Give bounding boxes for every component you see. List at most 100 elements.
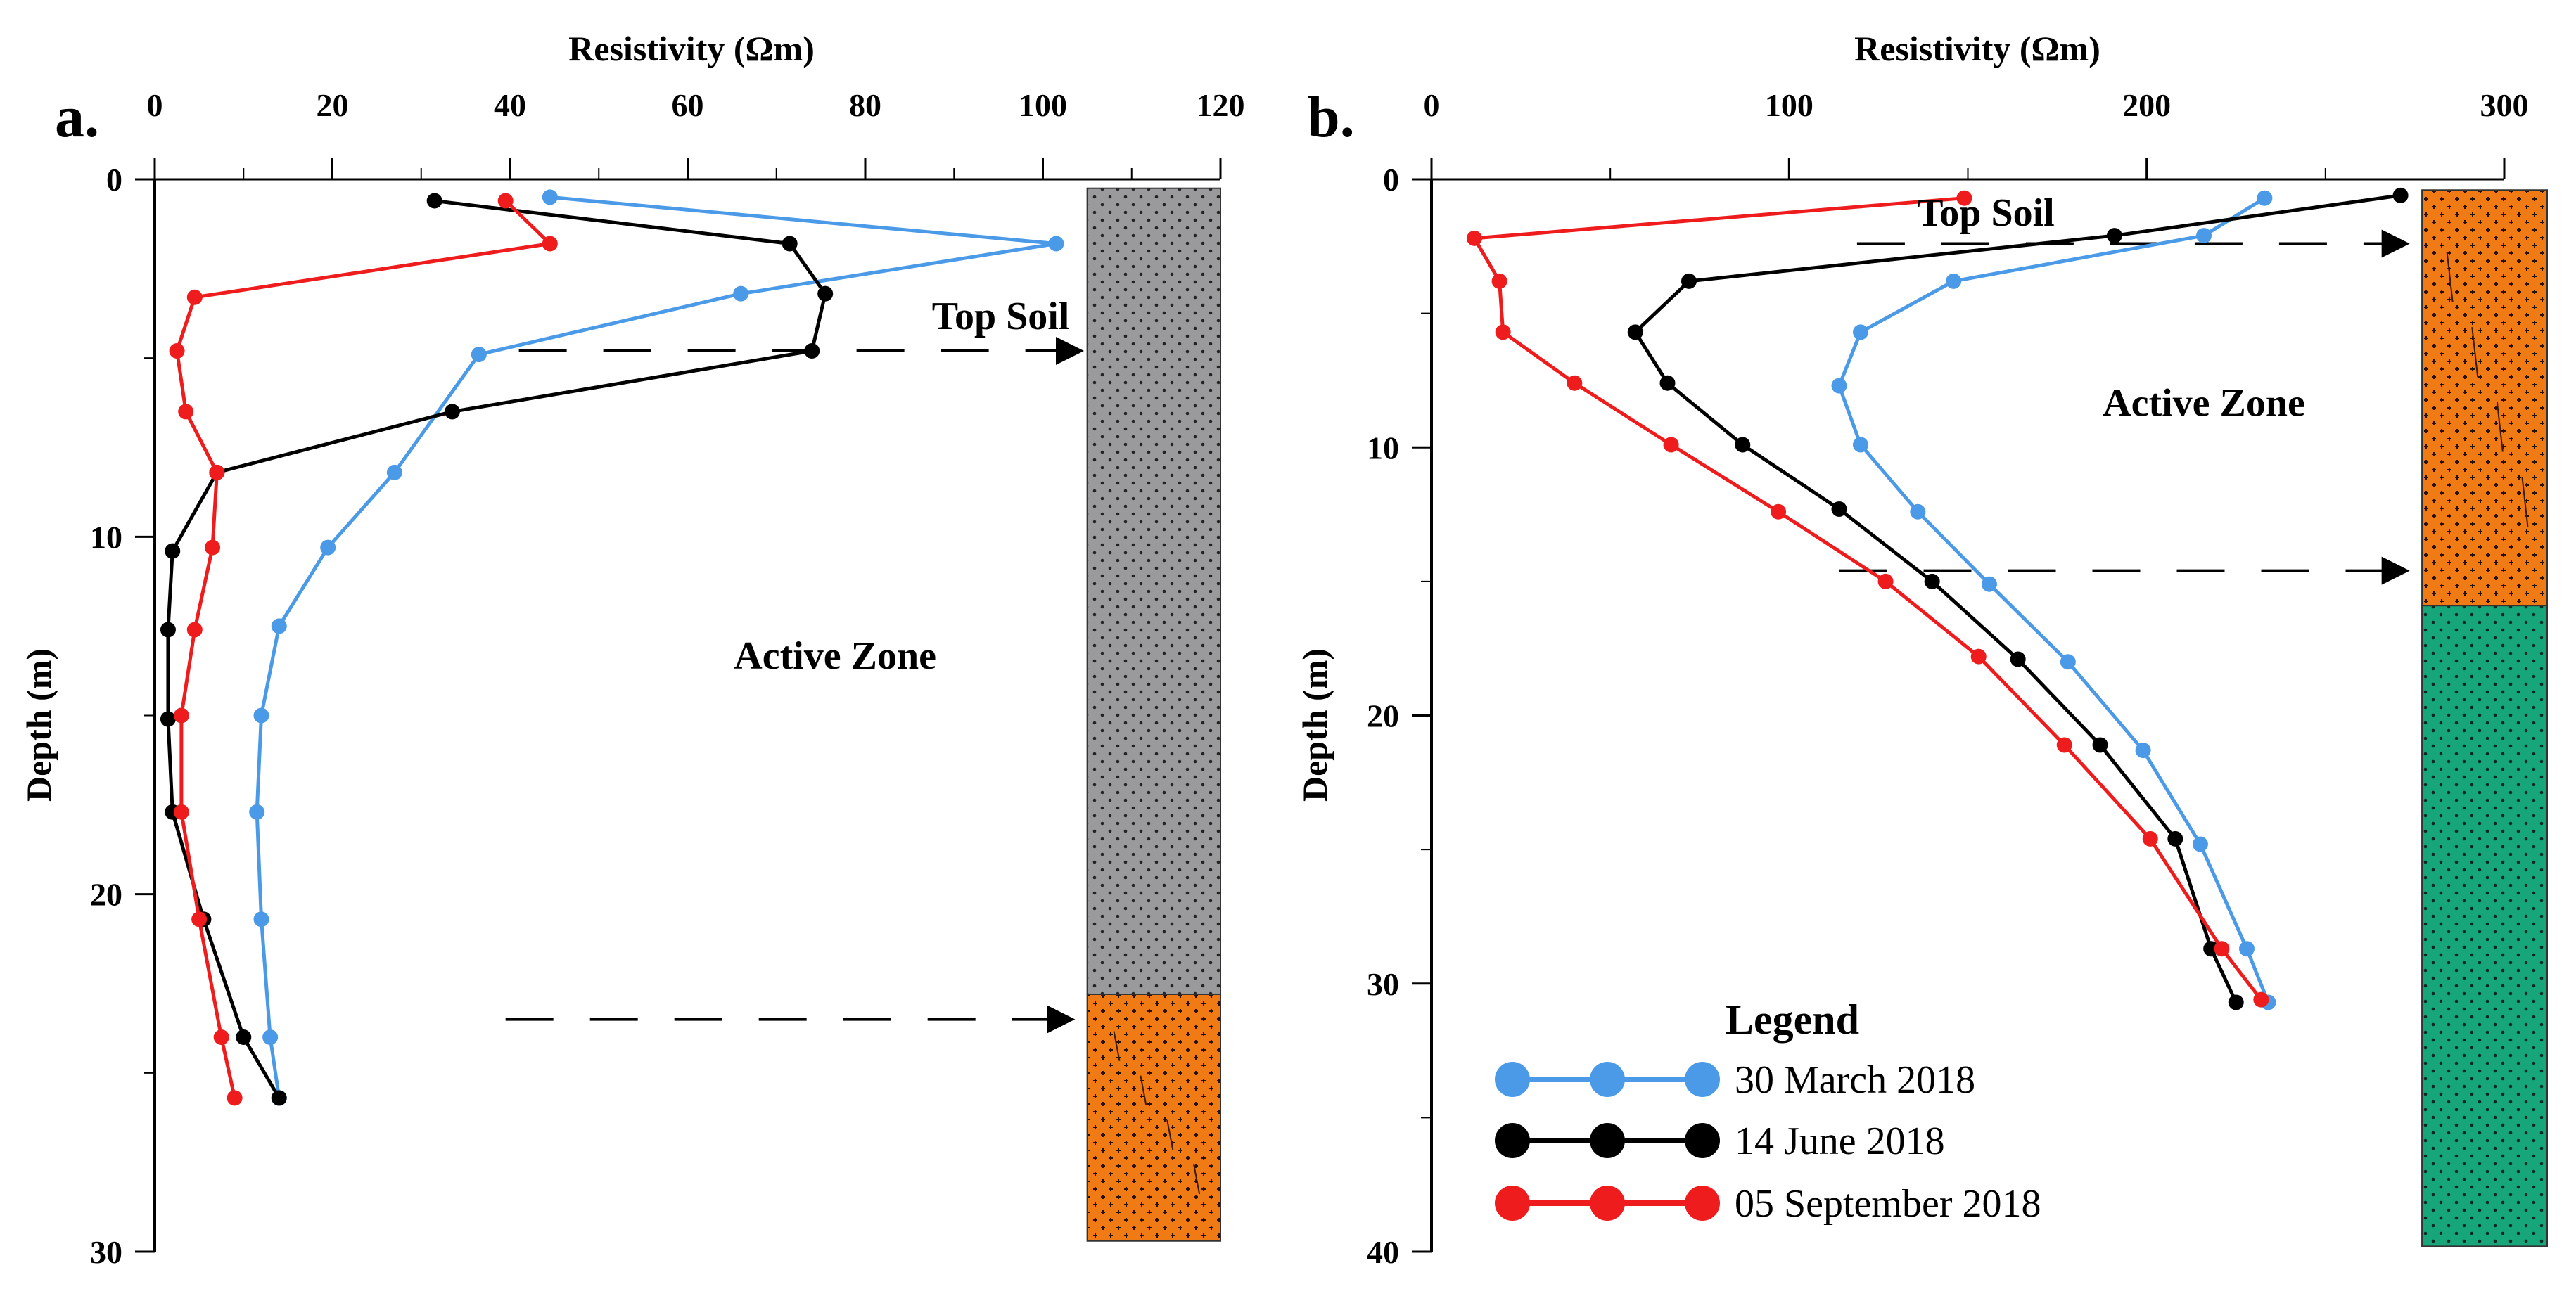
data-point-march — [2060, 654, 2076, 670]
zone-boundaries-a — [505, 337, 1084, 1034]
data-point-march — [2135, 743, 2151, 759]
data-point-june — [2203, 941, 2219, 957]
y-tick-label: 10 — [1367, 430, 1399, 466]
data-point-september — [2214, 941, 2230, 957]
soil-layer-1 — [1086, 994, 1221, 1242]
y-tick-label: 20 — [1367, 698, 1399, 734]
legend-marker-march — [1590, 1062, 1625, 1097]
y-tick-label: 30 — [1367, 966, 1399, 1002]
layer-texture-mark — [1193, 1164, 1201, 1195]
data-point-june — [2010, 651, 2026, 667]
data-point-march — [320, 539, 336, 556]
data-point-june — [817, 285, 834, 302]
data-point-june — [2228, 994, 2244, 1010]
annotation-top-soil-a: Top Soil — [932, 295, 1070, 338]
data-point-march — [386, 464, 402, 480]
annotation-top-soil-b: Top Soil — [1917, 191, 2055, 235]
data-point-september — [1956, 190, 1972, 206]
data-point-march — [1048, 236, 1064, 252]
data-point-september — [169, 343, 185, 359]
series-line-september — [175, 199, 552, 1098]
data-point-june — [160, 711, 176, 727]
data-point-june — [782, 236, 798, 252]
x-tick-label: 100 — [1765, 87, 1813, 123]
x-tick-label: 40 — [494, 87, 526, 123]
series-line-september — [1472, 196, 2263, 1001]
data-point-march — [2192, 836, 2208, 852]
data-point-march — [249, 804, 265, 820]
data-point-march — [1982, 576, 1997, 592]
x-tick-label: 120 — [1197, 87, 1245, 123]
data-point-september — [1491, 273, 1507, 289]
x-tick-label: 80 — [849, 87, 881, 123]
data-point-september — [2056, 737, 2072, 753]
data-point-june — [1659, 375, 1676, 391]
annotation-active-zone-b: Active Zone — [2103, 381, 2305, 425]
x-tick-label: 60 — [672, 87, 704, 123]
data-point-june — [444, 404, 460, 420]
legend-entry-september: 05 September 2018 — [1495, 1182, 2041, 1226]
data-point-september — [2142, 830, 2158, 847]
legend-marker-march — [1685, 1062, 1720, 1097]
data-point-june — [1627, 324, 1643, 340]
data-point-june — [1681, 273, 1697, 289]
y-tick-label: 20 — [90, 877, 122, 913]
x-axis-title-a: Resistivity (Ωm) — [568, 29, 815, 68]
data-point-september — [191, 911, 208, 927]
data-point-march — [271, 618, 287, 634]
data-point-june — [2392, 187, 2409, 203]
series-line-march — [1837, 196, 2270, 1003]
y-tick-label: 0 — [1383, 162, 1399, 198]
data-point-june — [2092, 737, 2108, 753]
data-point-september — [1495, 324, 1511, 340]
layer-texture-mark — [2446, 252, 2454, 302]
x-tick-label: 0 — [1424, 87, 1440, 123]
annotation-active-zone-a: Active Zone — [734, 634, 936, 678]
layer-texture-mark — [2471, 327, 2479, 378]
data-point-june — [1831, 501, 1847, 517]
data-point-march — [253, 911, 269, 927]
legend-marker-june — [1590, 1123, 1625, 1158]
data-point-june — [271, 1090, 287, 1106]
data-point-march — [2196, 228, 2212, 244]
legend-title: Legend — [1726, 996, 1859, 1043]
legend-marker-september — [1495, 1186, 1530, 1221]
legend-marker-september — [1590, 1186, 1625, 1221]
data-point-september — [186, 289, 203, 305]
data-point-september — [2253, 991, 2269, 1008]
data-point-march — [1946, 273, 1962, 289]
panel-a: a. Resistivity (Ωm) Depth (m) 0 20 40 60 80 1… — [19, 29, 1245, 1270]
legend-marker-june — [1495, 1123, 1530, 1158]
data-point-june — [236, 1029, 252, 1045]
data-point-june — [426, 193, 442, 209]
x-axis-title-b: Resistivity (Ωm) — [1854, 29, 2100, 68]
y-axis-title-b: Depth (m) — [1295, 648, 1334, 802]
y-tick-label: 40 — [1367, 1234, 1399, 1270]
x-tick-label: 20 — [317, 87, 349, 123]
legend-marker-september — [1685, 1186, 1720, 1221]
zone-boundaries-b — [1839, 229, 2410, 585]
data-point-september — [173, 707, 189, 724]
layer-texture-mark — [1113, 1031, 1121, 1061]
soil-layer-0 — [1086, 187, 1221, 995]
data-point-september — [213, 1029, 229, 1045]
series-line-june — [166, 199, 827, 1099]
soil-column-b — [2421, 189, 2548, 1247]
soil-column-a — [1086, 187, 1221, 1242]
data-point-september — [227, 1090, 243, 1106]
data-point-march — [1910, 503, 1926, 520]
data-point-september — [1663, 437, 1679, 453]
data-point-september — [186, 622, 203, 638]
layer-texture-mark — [2496, 402, 2504, 452]
data-point-march — [471, 347, 487, 363]
y-tick-label: 10 — [90, 519, 122, 555]
data-point-june — [160, 622, 176, 638]
data-point-september — [542, 236, 558, 252]
soil-layer-0 — [2421, 189, 2548, 607]
y-tick-label: 30 — [90, 1234, 122, 1270]
layer-texture-mark — [1166, 1119, 1174, 1150]
data-point-september — [1877, 573, 1894, 589]
data-point-march — [1853, 324, 1868, 340]
soil-layer-1 — [2421, 605, 2548, 1247]
panel-b: b. Resistivity (Ωm) Depth (m) 0 100 200 300… — [1295, 29, 2548, 1270]
